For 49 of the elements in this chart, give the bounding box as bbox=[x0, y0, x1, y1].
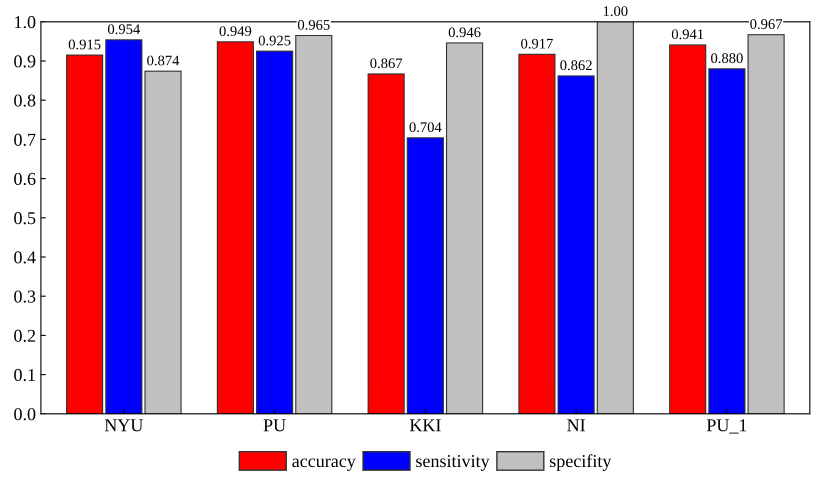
data-label: 0.946 bbox=[448, 27, 481, 38]
bar bbox=[406, 137, 444, 414]
bar bbox=[669, 44, 706, 414]
y-tick-label: 0.4 bbox=[14, 251, 36, 264]
data-label: 1.00 bbox=[604, 6, 628, 16]
bar bbox=[368, 73, 405, 414]
legend-label: sensitivity bbox=[416, 455, 490, 471]
bar bbox=[446, 42, 484, 414]
y-tick-label: 0.0 bbox=[14, 408, 36, 420]
data-label: 0.965 bbox=[298, 20, 330, 30]
x-tick-label: NI bbox=[567, 419, 586, 432]
data-label: 0.915 bbox=[68, 40, 100, 50]
bar bbox=[66, 54, 104, 414]
bar bbox=[708, 68, 746, 414]
bar bbox=[596, 22, 634, 414]
x-tick-label: PU_1 bbox=[706, 419, 746, 434]
legend-label: specifity bbox=[550, 454, 612, 471]
data-label: 0.862 bbox=[560, 60, 592, 70]
data-label: 0.949 bbox=[220, 26, 252, 36]
y-tick-label: 0.7 bbox=[14, 134, 36, 146]
bar bbox=[518, 54, 556, 414]
data-label: 0.880 bbox=[711, 53, 743, 64]
y-tick-label: 1.0 bbox=[15, 16, 36, 28]
bar bbox=[216, 41, 254, 414]
bar bbox=[144, 70, 182, 414]
data-label: 0.941 bbox=[672, 29, 704, 40]
data-label: 0.704 bbox=[410, 122, 442, 132]
x-tick-label: NYU bbox=[104, 419, 144, 432]
bar bbox=[558, 75, 595, 414]
y-tick-label: 0.3 bbox=[14, 290, 36, 303]
bar bbox=[295, 34, 332, 414]
bar bbox=[748, 34, 785, 414]
y-tick-label: 0.8 bbox=[14, 94, 36, 107]
x-tick-label: PU bbox=[264, 419, 286, 432]
y-tick-label: 0.9 bbox=[14, 55, 36, 68]
bar bbox=[256, 50, 294, 414]
bar bbox=[105, 39, 142, 414]
y-tick-label: 0.5 bbox=[14, 212, 36, 224]
data-label: 0.867 bbox=[370, 58, 402, 68]
data-label: 0.925 bbox=[258, 36, 290, 46]
y-tick-label: 0.6 bbox=[14, 172, 36, 186]
data-label: 0.954 bbox=[108, 24, 140, 34]
y-tick-label: 0.2 bbox=[14, 330, 36, 342]
x-tick-label: KKI bbox=[410, 419, 441, 432]
legend-label: accuracy bbox=[292, 458, 356, 471]
data-label: 0.917 bbox=[521, 38, 553, 49]
data-label: 0.874 bbox=[147, 56, 180, 66]
data-label: 0.967 bbox=[750, 19, 782, 30]
y-tick-label: 0.1 bbox=[14, 368, 35, 382]
